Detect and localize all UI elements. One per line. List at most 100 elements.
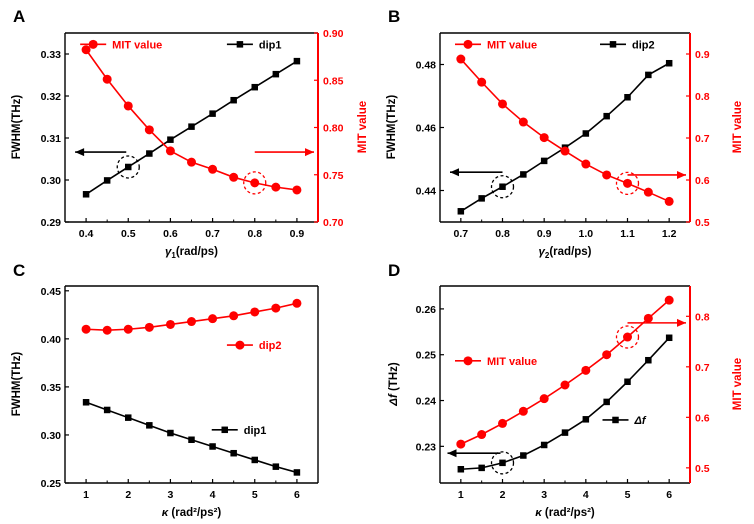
data-point (103, 177, 111, 184)
panel-label: C (13, 261, 25, 280)
y-left-tick-label: 0.35 (41, 382, 62, 394)
data-point (81, 324, 91, 334)
data-point (167, 429, 174, 437)
data-point (188, 436, 195, 444)
df-highlight-circle (490, 451, 515, 475)
legend-label: dip2 (259, 340, 282, 352)
y-right-tick-label: 0.8 (695, 91, 710, 103)
data-point (582, 130, 590, 137)
data-point (230, 96, 237, 104)
legend-label: MIT value (112, 39, 162, 51)
y-left-tick-label: 0.25 (416, 350, 437, 362)
data-point (478, 195, 485, 202)
legend-label: MIT value (487, 39, 537, 51)
left-axis-arrow-head (450, 168, 459, 177)
x-axis-symbol: γ (165, 246, 172, 258)
y-right-tick-label: 0.90 (323, 28, 344, 40)
y-left-tick-label: 0.30 (41, 430, 62, 442)
x-axis-unit: (rad/ps) (549, 246, 591, 258)
data-point (643, 313, 653, 323)
y-right-tick-label: 0.8 (695, 311, 710, 323)
data-point (103, 406, 111, 414)
x-tick-label: 0.8 (247, 228, 262, 240)
legend-marker (88, 39, 98, 49)
y-left-tick-label: 0.45 (41, 286, 62, 298)
data-point (81, 45, 91, 55)
data-point (123, 101, 133, 111)
legend-marker (235, 340, 245, 350)
x-tick-label: 6 (666, 489, 672, 501)
y-left-tick-label: 0.24 (416, 396, 437, 408)
legend-label: Δf (634, 415, 647, 427)
legend-entry: MIT value (80, 39, 162, 51)
data-point (602, 170, 612, 180)
x-tick-label: 5 (625, 489, 631, 501)
y-right-tick-label: 0.75 (323, 170, 344, 182)
x-tick-label: 3 (167, 489, 173, 501)
y-right-axis-label: MIT value (732, 358, 744, 410)
panel-label: D (388, 261, 400, 280)
x-tick-label: 1.0 (579, 228, 594, 240)
y-left-tick-label: 0.40 (41, 334, 62, 346)
x-axis-symbol: κ (535, 507, 542, 519)
y-left-tick-label: 0.23 (416, 441, 437, 453)
data-point (272, 70, 280, 78)
panel-d: D 1 2 3 4 5 6 0.23 0.24 0.25 0.26 0.5 0.6 0.7 0.8 κ (ra… (388, 261, 744, 519)
data-point (272, 463, 280, 470)
data-point (603, 112, 610, 120)
dip1-highlight-circle (116, 155, 140, 179)
data-point (499, 183, 506, 190)
data-point (560, 380, 570, 390)
series-1 (82, 399, 301, 476)
data-point (582, 416, 590, 423)
series-line (85, 49, 298, 191)
data-point (293, 57, 301, 65)
data-point (457, 466, 465, 473)
data-point (146, 422, 153, 429)
y-right-tick-label: 0.70 (323, 217, 344, 229)
x-tick-label: 0.9 (537, 228, 552, 240)
x-tick-label: 0.7 (205, 228, 220, 240)
series-line (86, 302, 298, 332)
y-left-tick-label: 0.33 (41, 49, 62, 61)
x-axis-symbol: γ (538, 246, 545, 258)
data-point (102, 325, 112, 335)
y-right-axis-label: MIT value (357, 101, 369, 153)
data-point (602, 350, 612, 360)
x-tick-label: 1 (83, 489, 89, 501)
right-axis-arrow-head (305, 148, 314, 157)
x-tick-label: 0.7 (454, 228, 469, 240)
right-axis-arrow-head (677, 170, 686, 179)
data-point (477, 77, 487, 87)
y-right-tick-label: 0.9 (695, 49, 710, 61)
series-0 (456, 295, 674, 449)
x-tick-label: 4 (583, 489, 589, 501)
data-point (664, 196, 674, 206)
data-point (292, 298, 302, 308)
y-left-symbol: Δf (388, 393, 400, 407)
data-point (498, 418, 507, 428)
data-point (623, 332, 632, 342)
data-point (293, 469, 301, 476)
data-point (209, 110, 216, 117)
left-axis-arrow-head (447, 449, 457, 458)
y-left-axis-label: FWHM(THz) (11, 352, 23, 417)
x-tick-label: 0.8 (495, 228, 510, 240)
y-left-axis-label: Δf (THz) (388, 362, 400, 407)
data-point (643, 187, 653, 197)
y-right-tick-label: 0.80 (323, 123, 344, 135)
data-point (665, 334, 673, 342)
legend-marker (221, 426, 228, 434)
data-point (518, 117, 528, 127)
data-point (581, 365, 591, 375)
data-point (146, 150, 153, 157)
data-point (208, 164, 218, 174)
data-point (560, 146, 570, 156)
mit-highlight-circle (615, 325, 640, 349)
x-axis-label: κ (rad²/ps²) (162, 507, 222, 519)
data-point (165, 146, 175, 156)
data-point (144, 322, 154, 332)
data-point (187, 317, 196, 327)
data-point (208, 314, 218, 324)
